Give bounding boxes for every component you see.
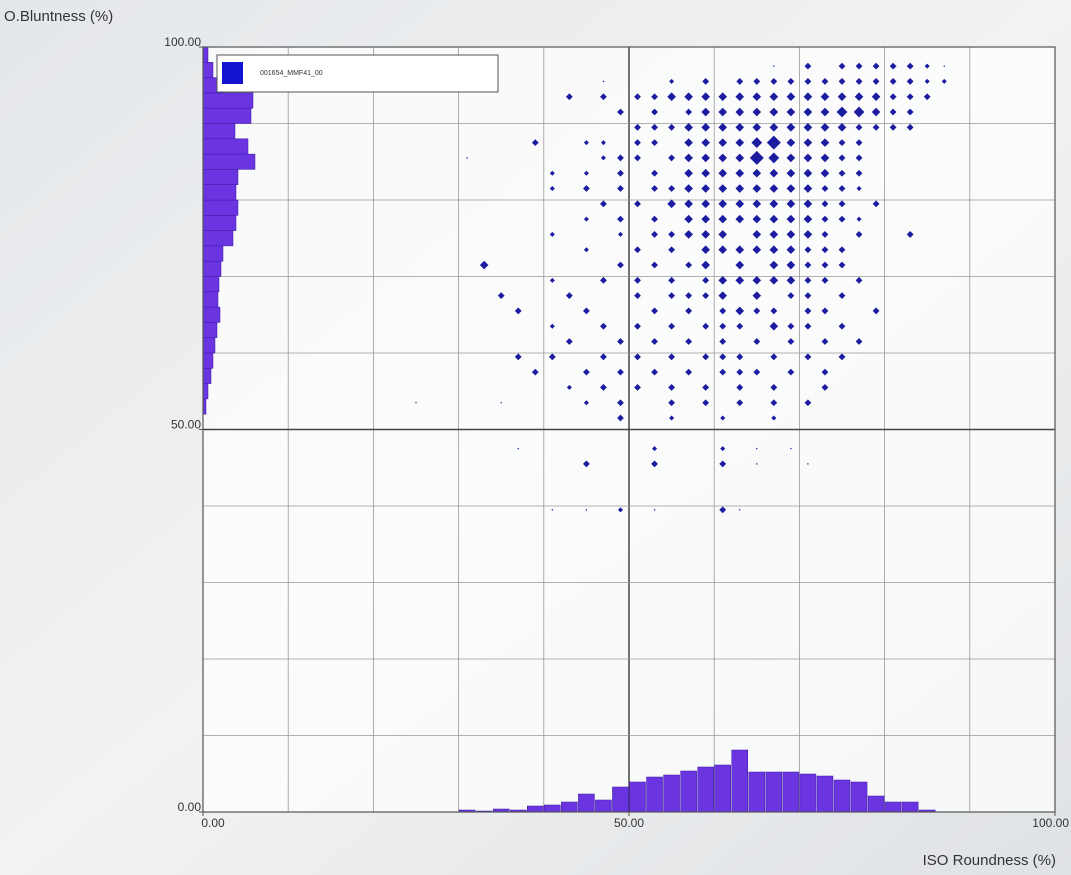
chart: 001654_MMF41_00 O.Bluntness (%) ISO Roun… bbox=[0, 0, 1071, 875]
x-histogram-bar bbox=[732, 750, 748, 812]
x-histogram-bar bbox=[766, 772, 782, 812]
y-histogram-bar bbox=[203, 231, 233, 246]
x-histogram-bar bbox=[561, 802, 577, 812]
y-tick-label: 0.00 bbox=[178, 800, 202, 814]
x-histogram-bar bbox=[527, 806, 543, 812]
x-histogram-bar bbox=[647, 777, 663, 812]
y-histogram-bar bbox=[203, 307, 220, 322]
x-tick-label: 0.00 bbox=[201, 816, 225, 830]
x-histogram-bar bbox=[698, 767, 714, 812]
x-histogram-bar bbox=[902, 802, 918, 812]
y-histogram-bar bbox=[203, 368, 211, 383]
y-histogram-bar bbox=[203, 215, 236, 230]
x-tick-label: 100.00 bbox=[1032, 816, 1069, 830]
x-histogram-bar bbox=[715, 765, 731, 812]
y-histogram-bar bbox=[203, 246, 223, 261]
x-histogram-bar bbox=[800, 774, 816, 812]
x-histogram-bar bbox=[868, 796, 884, 812]
y-histogram-bar bbox=[203, 322, 217, 337]
y-tick-label: 50.00 bbox=[171, 418, 201, 432]
y-histogram-bar bbox=[203, 154, 255, 169]
page: {"chart_data":{"type":"scatter", "xlabel… bbox=[0, 0, 1071, 875]
x-histogram-bar bbox=[612, 787, 628, 812]
legend-label: 001654_MMF41_00 bbox=[260, 70, 323, 77]
x-histogram-bar bbox=[885, 802, 901, 812]
y-histogram-bar bbox=[203, 261, 221, 276]
y-histogram-bar bbox=[203, 169, 238, 184]
x-histogram-bar bbox=[783, 772, 799, 812]
y-axis-label: O.Bluntness (%) bbox=[4, 8, 113, 25]
x-histogram-bar bbox=[578, 794, 594, 812]
x-histogram-bar bbox=[834, 780, 850, 812]
x-histogram-bar bbox=[681, 771, 697, 812]
y-histogram-bar bbox=[203, 139, 248, 154]
y-histogram-bar bbox=[203, 200, 238, 215]
legend: 001654_MMF41_00 bbox=[217, 55, 498, 92]
legend-swatch bbox=[222, 62, 243, 84]
y-histogram-bar bbox=[203, 108, 251, 123]
y-histogram-bar bbox=[203, 47, 208, 62]
y-histogram-bar bbox=[203, 292, 218, 307]
x-tick-label: 50.00 bbox=[614, 816, 644, 830]
y-tick-label: 100.00 bbox=[164, 35, 201, 49]
x-histogram-bar bbox=[595, 800, 611, 812]
y-histogram-bar bbox=[203, 93, 253, 108]
x-histogram-bar bbox=[749, 772, 765, 812]
x-histogram-bar bbox=[851, 782, 867, 812]
x-histogram-bar bbox=[630, 782, 646, 812]
y-histogram-bar bbox=[203, 62, 213, 77]
y-histogram-bar bbox=[203, 338, 215, 353]
y-histogram-bar bbox=[203, 384, 208, 399]
x-histogram-bar bbox=[544, 805, 560, 812]
y-histogram-bar bbox=[203, 353, 213, 368]
y-histogram-bar bbox=[203, 124, 235, 139]
x-histogram-bar bbox=[817, 776, 833, 812]
x-axis-label: ISO Roundness (%) bbox=[923, 852, 1056, 869]
x-histogram-bar bbox=[664, 775, 680, 812]
y-histogram-bar bbox=[203, 277, 219, 292]
y-histogram-bar bbox=[203, 185, 236, 200]
